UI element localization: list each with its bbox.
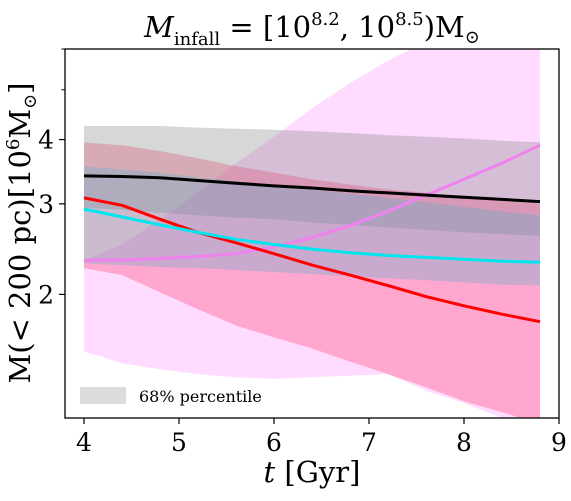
ticks-layer: 4 5 6 7 8 9 2 3 4 [38, 48, 567, 457]
x-tick-label: 8 [456, 428, 472, 457]
percentile-band-3 [84, 126, 540, 236]
series-line-2 [83, 196, 541, 324]
x-tick-label: 6 [266, 428, 282, 457]
chart-title: Minfall = [108.2, 108.5)M⊙ [143, 9, 480, 50]
y-axis-label: M(< 200 pc)[106M⊙] [3, 82, 41, 383]
series-line-4 [83, 174, 541, 204]
percentile-band-2 [84, 142, 540, 418]
y-tick-label: 3 [38, 190, 54, 219]
legend-label: 68% percentile [139, 387, 262, 406]
x-tick-label: 5 [171, 428, 187, 457]
x-tick-label: 4 [76, 428, 92, 457]
legend-swatch [80, 387, 126, 404]
x-tick-label: 7 [361, 428, 377, 457]
plot-frame [64, 48, 560, 419]
series-line-3 [83, 207, 541, 264]
y-tick-label: 4 [38, 126, 54, 155]
plot-area [83, 49, 541, 418]
bands-layer [84, 49, 540, 418]
lines-layer [83, 143, 541, 324]
series-line-1 [84, 143, 541, 262]
percentile-band-1 [84, 49, 540, 418]
x-axis-label: t [Gyr] [264, 455, 361, 489]
y-tick-label: 2 [38, 280, 54, 309]
x-tick-label: 9 [551, 428, 567, 457]
